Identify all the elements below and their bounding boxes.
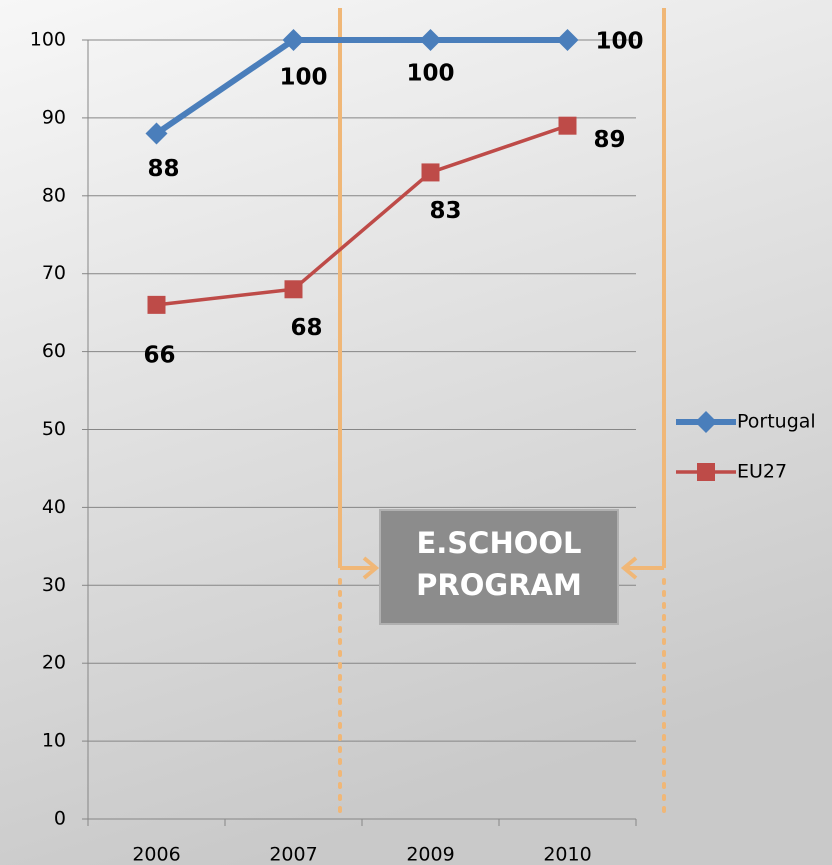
- x-tick-label: 2006: [132, 844, 180, 865]
- annotation-brackets: [338, 8, 666, 817]
- data-label: 89: [593, 127, 625, 153]
- legend-marker: [697, 463, 715, 481]
- data-point: [147, 295, 166, 314]
- data-point: [284, 280, 303, 299]
- y-tick-label: 80: [42, 184, 66, 206]
- y-tick-label: 70: [42, 262, 66, 284]
- y-tick-label: 50: [42, 418, 66, 440]
- data-label: 100: [595, 29, 643, 55]
- annotation-line: E.SCHOOL: [416, 526, 581, 560]
- data-point: [282, 29, 305, 51]
- y-tick-label: 100: [30, 29, 66, 51]
- legend-marker: [695, 411, 717, 433]
- y-tick-label: 10: [42, 730, 66, 752]
- legend-label: Portugal: [737, 411, 816, 433]
- data-point: [419, 29, 442, 51]
- y-tick-label: 40: [42, 496, 66, 518]
- annotation-box: [379, 509, 619, 625]
- y-tick-label: 60: [42, 340, 66, 362]
- data-label: 68: [290, 315, 322, 341]
- data-point: [145, 122, 168, 145]
- y-tick-label: 20: [42, 652, 66, 674]
- series-line: [156, 124, 569, 307]
- y-tick-label: 30: [42, 574, 66, 596]
- data-point: [556, 29, 579, 51]
- data-point: [558, 116, 577, 135]
- y-tick-label: 0: [54, 808, 66, 830]
- x-tick-label: 2010: [543, 844, 591, 865]
- data-label: 66: [143, 342, 175, 368]
- legend-label: EU27: [737, 461, 787, 483]
- x-tick-label: 2009: [406, 844, 454, 865]
- data-label: 83: [429, 198, 461, 224]
- series-line: [154, 37, 568, 136]
- data-point: [421, 163, 440, 182]
- annotation-line: PROGRAM: [416, 568, 582, 602]
- data-label: 100: [406, 61, 454, 87]
- y-tick-label: 90: [42, 106, 66, 128]
- data-label: 88: [147, 156, 179, 182]
- data-label: 100: [279, 65, 327, 91]
- x-tick-label: 2007: [269, 844, 317, 865]
